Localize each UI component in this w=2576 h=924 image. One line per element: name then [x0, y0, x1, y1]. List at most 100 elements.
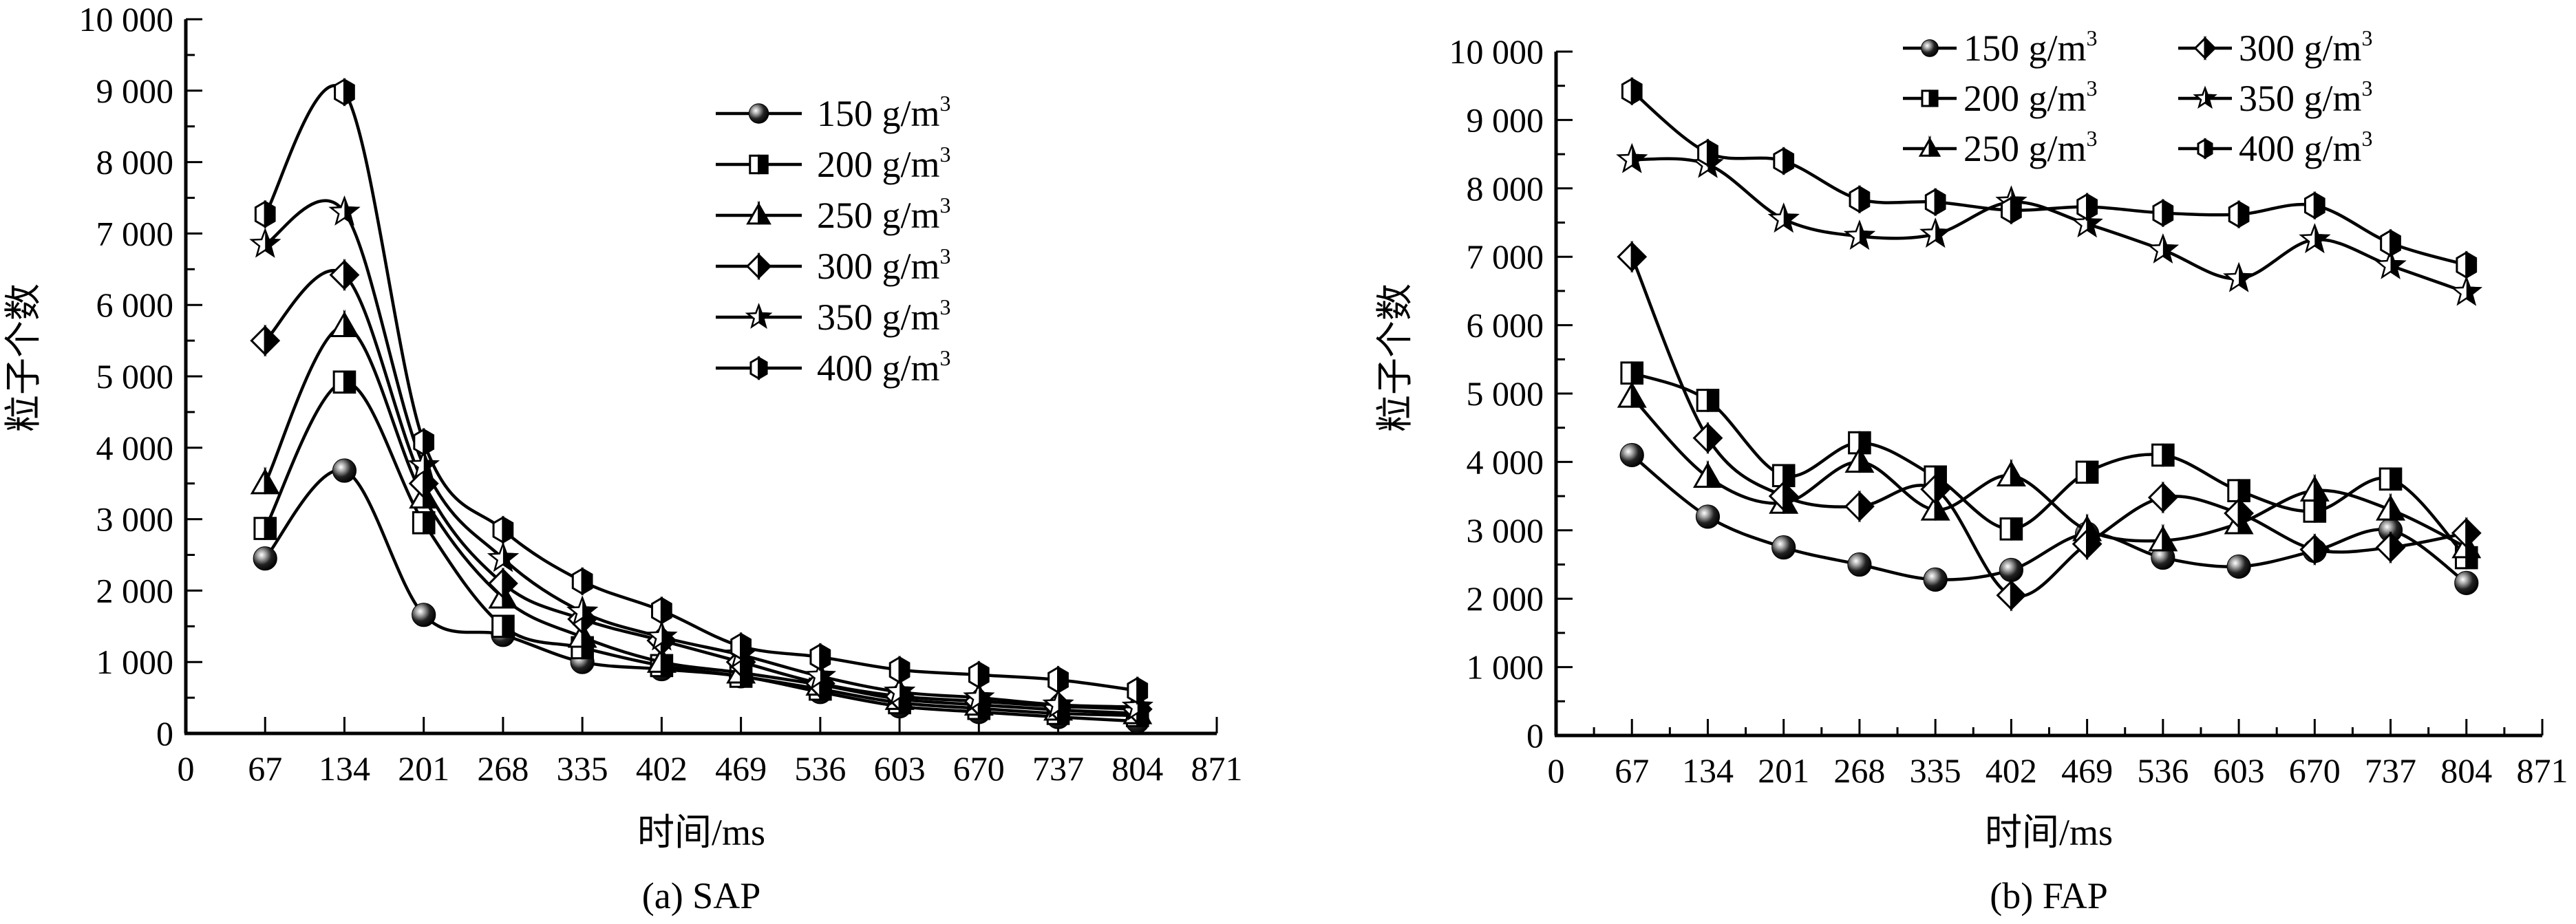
x-tick-label: 871	[1191, 749, 1243, 788]
legend-item: 250 g/m3	[1903, 126, 2098, 169]
legend-superscript: 3	[2362, 126, 2373, 151]
data-point-hexagon-icon	[968, 660, 990, 689]
x-tick-label: 603	[874, 749, 926, 788]
x-axis-title-sap: 时间/ms	[637, 812, 765, 853]
legend-label: 400 g/m3	[2239, 126, 2373, 169]
data-point-circle-icon	[253, 546, 277, 571]
data-point-triangle-icon	[2299, 473, 2330, 502]
series-line	[1630, 256, 2467, 599]
data-point-diamond-icon	[2224, 497, 2254, 530]
data-point-square-icon	[2303, 499, 2327, 523]
data-point-hexagon-icon	[2456, 250, 2478, 279]
legend-item: 150 g/m3	[716, 91, 951, 134]
data-point-diamond-icon	[1692, 422, 1723, 455]
x-tick-label: 268	[477, 749, 529, 788]
legend-star-icon	[2193, 85, 2217, 109]
data-point-circle-icon	[1999, 557, 2023, 583]
data-point-circle-icon	[332, 458, 357, 483]
y-tick-label: 3 000	[1467, 511, 1544, 550]
legend-superscript: 3	[940, 244, 951, 268]
y-axis-title-sap: 粒子个数	[3, 283, 44, 432]
y-tick-label: 9 000	[1467, 100, 1544, 139]
data-point-star-icon	[2450, 275, 2482, 306]
x-tick-label: 804	[1111, 749, 1163, 788]
x-tick-label: 402	[636, 749, 688, 788]
data-point-star-icon	[487, 541, 520, 572]
x-tick-label: 670	[953, 749, 1005, 788]
data-point-star-icon	[963, 680, 995, 711]
x-tick-label: 469	[2061, 751, 2113, 790]
legend-item: 200 g/m3	[1903, 76, 2098, 119]
caption-sap: (a) SAP	[642, 875, 761, 916]
legend-hexagon-icon	[749, 356, 768, 380]
x-tick-label: 134	[1682, 751, 1734, 790]
series-line	[264, 268, 1138, 711]
legend-triangle-icon	[746, 200, 771, 225]
data-point-star-icon	[1843, 219, 1876, 250]
data-point-triangle-icon	[329, 309, 359, 338]
data-point-square-icon	[2075, 460, 2099, 484]
legend-label: 250 g/m3	[1963, 126, 2098, 169]
data-point-hexagon-icon	[809, 643, 831, 671]
legend-label: 350 g/m3	[817, 294, 951, 338]
data-point-star-icon	[2147, 233, 2179, 264]
x-tick-label: 670	[2289, 751, 2341, 790]
data-point-star-icon	[2374, 248, 2407, 279]
data-point-star-icon	[883, 675, 916, 706]
x-axis-title-fap: 时间/ms	[1985, 812, 2113, 853]
data-point-diamond-icon	[1768, 480, 1799, 513]
data-point-hexagon-icon	[2303, 191, 2325, 220]
data-point-triangle-icon	[1617, 380, 1647, 408]
data-point-square-icon	[2151, 443, 2175, 467]
data-point-star-icon	[646, 620, 678, 651]
legend-superscript: 3	[940, 91, 951, 116]
x-tick-label: 335	[1910, 751, 1961, 790]
data-point-triangle-icon	[250, 466, 280, 495]
data-point-hexagon-icon	[2380, 228, 2401, 257]
legend-triangle-icon	[1918, 135, 1941, 157]
legend-superscript: 3	[2087, 25, 2098, 50]
legend-square-icon	[1921, 89, 1939, 107]
legend-hexagon-icon	[2197, 138, 2213, 160]
data-point-hexagon-icon	[1924, 188, 1946, 217]
legend-item: 350 g/m3	[716, 294, 951, 338]
legend-superscript: 3	[940, 193, 951, 217]
data-point-circle-icon	[2454, 570, 2479, 595]
data-point-star-icon	[804, 659, 836, 690]
data-point-square-icon	[2378, 467, 2403, 491]
data-point-circle-icon	[1923, 567, 1948, 592]
legend-fap: 150 g/m3 200 g/m3 250 g/m3 300 g/m3 350 g/m3…	[1903, 25, 2373, 169]
x-tick-label: 402	[1986, 751, 2037, 790]
series-layer-fap	[1616, 77, 2482, 612]
data-point-hexagon-icon	[2152, 198, 2174, 228]
legend-label: 150 g/m3	[817, 91, 951, 134]
data-point-star-icon	[1767, 202, 1800, 233]
series-line	[1631, 372, 2468, 559]
y-tick-label: 0	[156, 714, 173, 753]
legend-item: 250 g/m3	[716, 193, 951, 236]
data-point-diamond-icon	[1996, 579, 2027, 612]
data-point-star-icon	[2071, 207, 2103, 238]
data-point-square-icon	[412, 511, 436, 535]
legend-label: 150 g/m3	[1963, 25, 2098, 69]
data-point-triangle-icon	[1996, 458, 2026, 486]
y-tick-label: 8 000	[1467, 169, 1544, 208]
legend-superscript: 3	[2362, 25, 2373, 50]
axes-fap: 0 1 000 2 000 3 000 4 000 5 000 6 000 7 000 8 00…	[1449, 32, 2568, 790]
data-point-hexagon-icon	[888, 656, 911, 685]
data-point-hexagon-icon	[2228, 200, 2250, 229]
legend-square-icon	[749, 154, 769, 175]
legend-item: 300 g/m3	[716, 244, 951, 287]
data-point-square-icon	[1620, 361, 1644, 385]
data-point-diamond-icon	[2072, 528, 2103, 561]
x-tick-label: 201	[398, 749, 449, 788]
data-point-hexagon-icon	[1849, 185, 1871, 214]
y-tick-label: 7 000	[1467, 237, 1544, 276]
x-tick-label: 134	[319, 749, 370, 788]
x-tick-label: 268	[1833, 751, 1885, 790]
legend-label: 200 g/m3	[1963, 76, 2098, 119]
data-point-hexagon-icon	[571, 567, 593, 596]
y-tick-label: 10 000	[1449, 32, 1544, 71]
y-tick-label: 3 000	[96, 500, 174, 539]
y-tick-label: 7 000	[96, 214, 174, 253]
